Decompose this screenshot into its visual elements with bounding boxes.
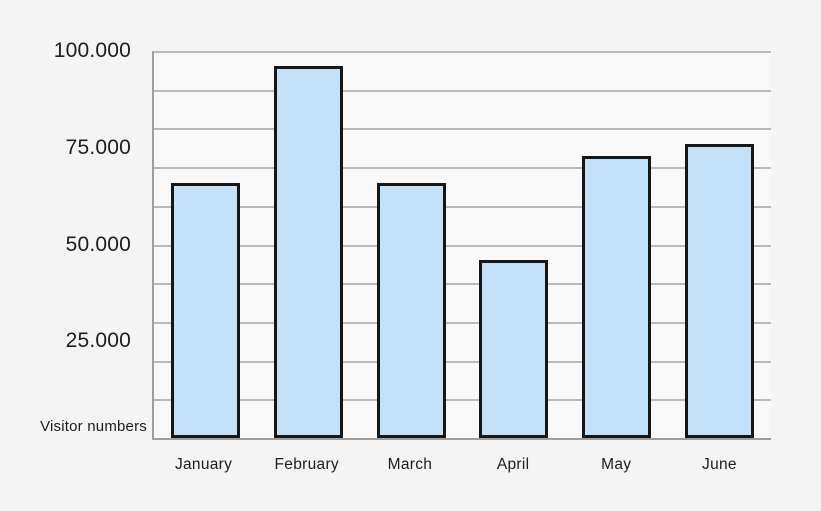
- bar-slot-june: [668, 51, 771, 438]
- bar-slot-april: [462, 51, 565, 438]
- y-tick-label-75000: 75.000: [65, 135, 131, 159]
- gridline: [154, 399, 771, 402]
- bar-may: [582, 155, 652, 438]
- gridline: [154, 167, 771, 170]
- gridline: [154, 360, 771, 363]
- gridline: [154, 89, 771, 92]
- gridline: [154, 244, 771, 247]
- bar-slot-march: [360, 51, 463, 438]
- x-axis-label-april: April: [496, 456, 530, 473]
- plot-area: [152, 51, 771, 440]
- x-axis-label-february: February: [274, 456, 339, 473]
- bar-slot-january: [154, 51, 257, 438]
- gridline: [154, 321, 771, 324]
- bar-june: [685, 143, 755, 438]
- x-axis-label-january: January: [174, 456, 233, 473]
- y-axis-title: Visitor numbers: [40, 418, 147, 435]
- gridline: [154, 51, 771, 53]
- bar-slot-may: [565, 51, 668, 438]
- y-tick-label-100000: 100.000: [53, 39, 131, 62]
- gridline: [154, 205, 771, 208]
- x-axis-label-june: June: [702, 456, 737, 473]
- bar-march: [376, 182, 446, 438]
- x-axis-label-may: May: [601, 456, 632, 473]
- x-axis-label-march: March: [387, 456, 433, 473]
- y-tick-label-25000: 25.000: [65, 329, 131, 353]
- x-axis-labels: January February March April May June: [152, 456, 771, 474]
- bar-april: [479, 259, 549, 438]
- bar-slot-february: [257, 51, 360, 438]
- y-axis-tick-labels: 100.000 75.000 50.000 25.000: [0, 39, 131, 438]
- gridline: [154, 283, 771, 286]
- bars: [154, 51, 771, 438]
- bar-february: [273, 66, 343, 438]
- bar-january: [170, 182, 240, 438]
- gridline: [154, 128, 771, 131]
- y-tick-label-50000: 50.000: [65, 232, 131, 256]
